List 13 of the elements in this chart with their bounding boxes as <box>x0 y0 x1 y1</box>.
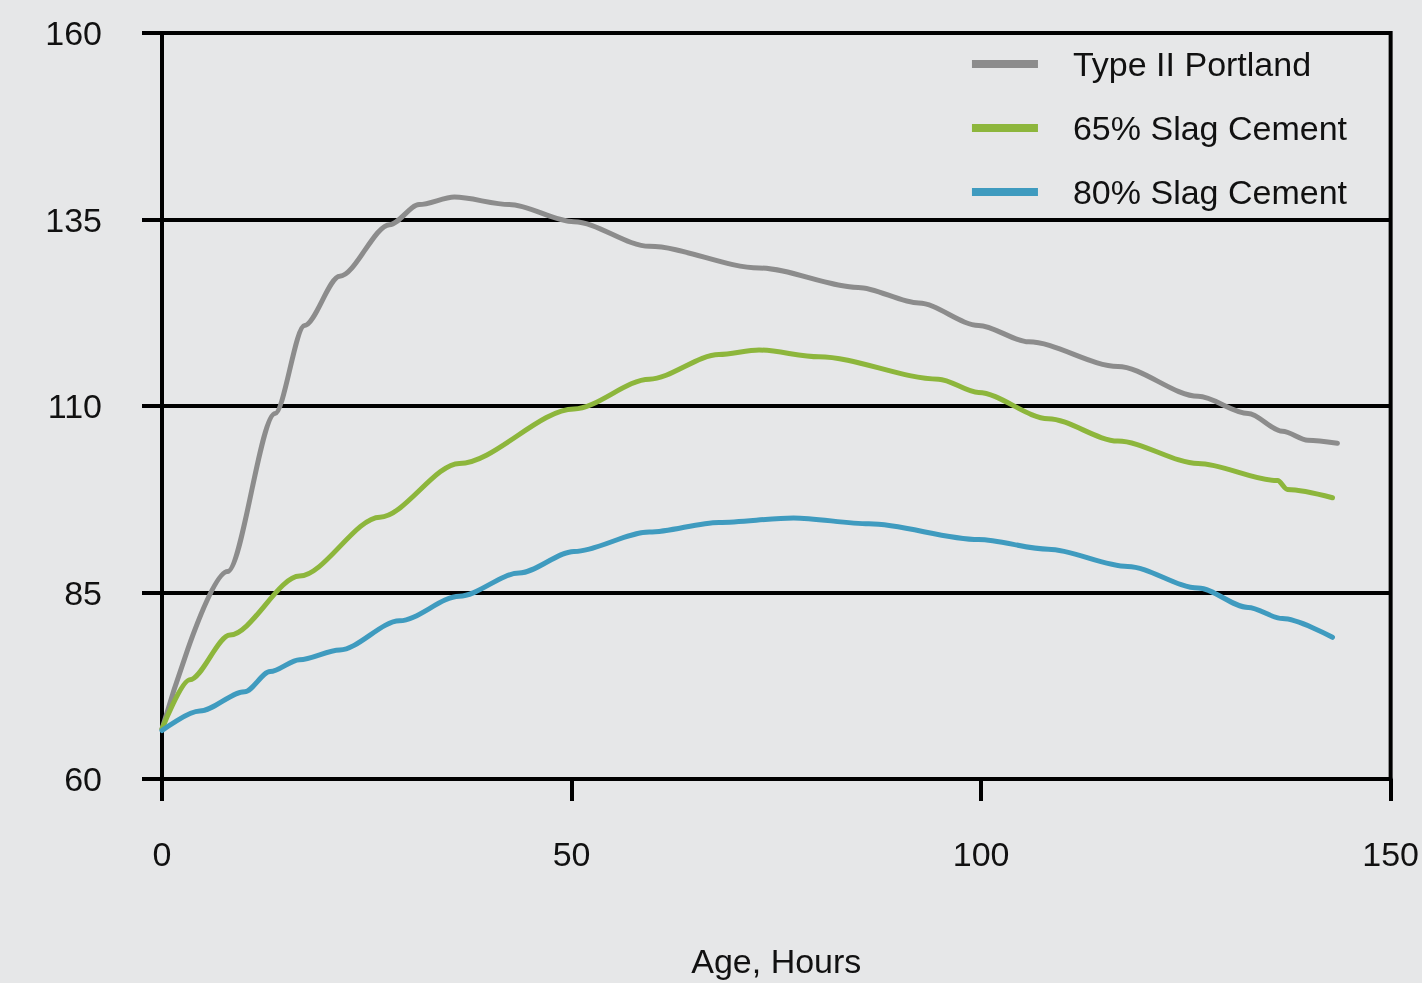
x-tick-label: 100 <box>952 835 1010 873</box>
x-tick-label: 50 <box>552 835 591 873</box>
x-tick-label: 150 <box>1362 835 1419 873</box>
y-tick-label: 85 <box>64 573 102 612</box>
x-tick-label: 0 <box>152 835 172 873</box>
x-axis-title: Age, Hours <box>691 942 862 980</box>
y-tick-label: 160 <box>45 14 102 52</box>
legend-label: Type II Portland <box>1072 45 1312 83</box>
y-tick-label: 60 <box>64 760 102 798</box>
y-tick-label: 110 <box>47 387 102 425</box>
legend-label: 80% Slag Cement <box>1072 173 1348 211</box>
y-tick-label: 135 <box>45 200 102 239</box>
legend-label: 65% Slag Cement <box>1072 109 1348 147</box>
